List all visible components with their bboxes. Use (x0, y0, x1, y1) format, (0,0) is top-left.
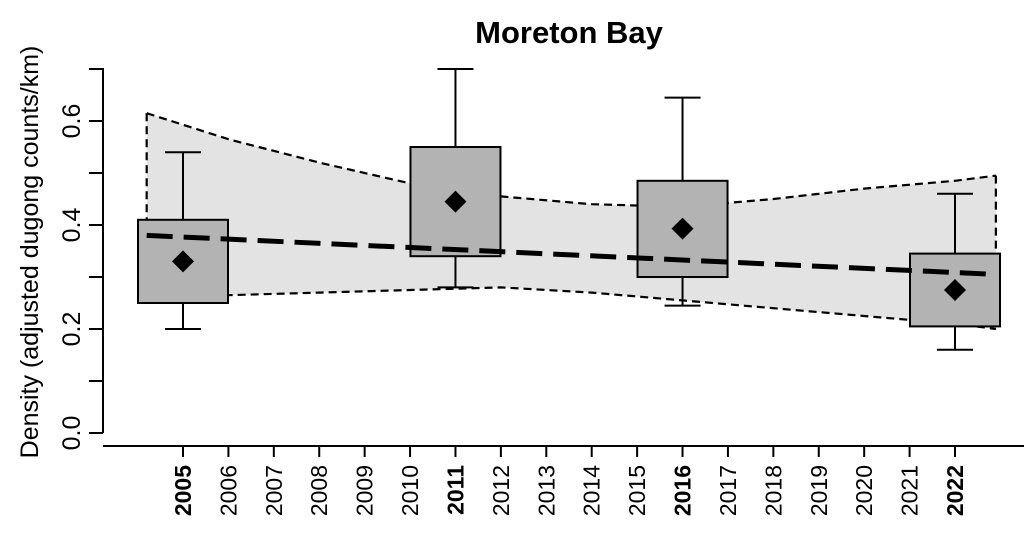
y-axis-label: Density (adjusted dugong counts/km) (16, 46, 44, 459)
mean-marker (944, 279, 966, 301)
x-tick-label: 2011 (442, 465, 468, 515)
y-tick-label: 0.2 (58, 312, 86, 347)
y-tick-label: 0.6 (58, 104, 86, 139)
ci-band-fill (146, 113, 996, 329)
x-tick-label: 2005 (170, 465, 196, 516)
x-tick-label: 2018 (760, 465, 786, 516)
box-2011 (409, 68, 502, 289)
x-tick-label: 2008 (306, 465, 332, 516)
y-tick-label: 0.4 (58, 208, 86, 243)
x-tick-label: 2015 (624, 465, 650, 516)
x-tick-label: 2021 (897, 465, 923, 516)
box-2016 (636, 96, 729, 307)
x-tick-label: 2014 (579, 465, 605, 516)
mean-marker (671, 217, 694, 240)
trend-line-segment (146, 232, 996, 277)
x-tick-label: 2019 (806, 465, 832, 516)
ci-band-lower (146, 286, 997, 331)
confidence-band (145, 112, 997, 331)
x-tick-label: 2006 (215, 465, 241, 516)
x-tick-label: 2013 (533, 465, 559, 516)
x-tick-label: 2012 (488, 465, 514, 516)
axes: 0.0 0.2 0.4 0.6 2005 2006 2007 2008 2009 2010 2011… (58, 68, 1024, 516)
box-2022 (909, 192, 1001, 351)
x-tick-label: 2010 (397, 465, 423, 516)
y-tick-label: 0.0 (58, 416, 86, 451)
x-tick-label: 2016 (670, 465, 696, 516)
x-tick-label: 2009 (352, 465, 378, 516)
mean-marker (444, 190, 467, 213)
x-tick-label: 2022 (942, 465, 968, 516)
x-tick-label: 2007 (261, 465, 287, 516)
mean-marker (172, 250, 194, 273)
x-tick-label: 2017 (715, 465, 741, 516)
chart-title: Moreton Bay (475, 15, 664, 50)
trend-line (146, 232, 996, 277)
x-tick-label: 2020 (851, 465, 877, 516)
ci-band-upper (146, 112, 997, 208)
